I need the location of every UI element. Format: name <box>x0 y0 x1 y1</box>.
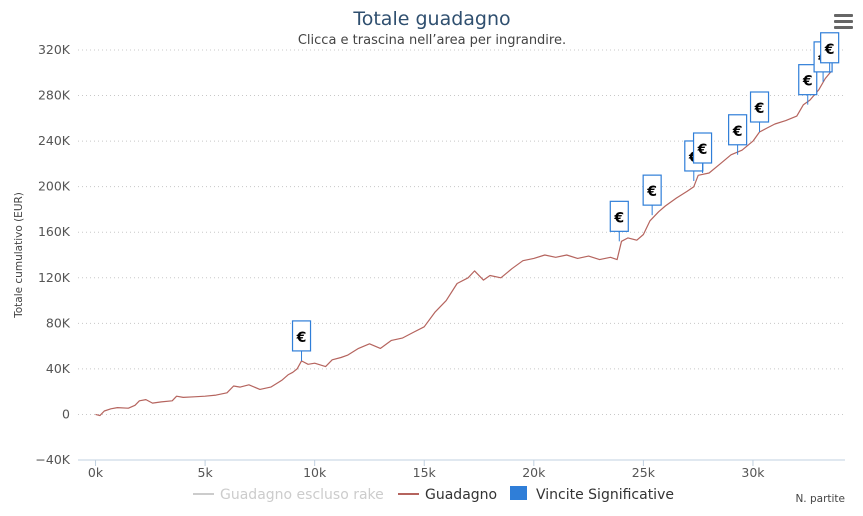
flag-euro-label: € <box>613 210 624 226</box>
flag-euro-label: € <box>646 184 657 200</box>
flag-marker: € <box>609 200 629 242</box>
flag-marker: € <box>798 64 818 105</box>
flag-box <box>291 320 312 352</box>
flag-euro-label: € <box>296 330 307 346</box>
legend-label-guadagno-escluso-rake: Guadagno escluso rake <box>220 487 384 503</box>
legend-item-guadagno-escluso-rake[interactable]: Guadagno escluso rake <box>193 487 384 503</box>
flag-marker: € <box>728 114 748 155</box>
y-tick-label: 160K <box>38 224 71 239</box>
x-tick-label: 10k <box>303 465 327 480</box>
flag-euro-label: € <box>754 101 765 117</box>
x-tick-label: 20k <box>522 465 546 480</box>
y-tick-label: 120K <box>38 270 71 285</box>
flag-box <box>820 32 840 64</box>
y-axis-label: Totale cumulativo (EUR) <box>13 192 25 319</box>
flag-box <box>798 64 818 96</box>
flag-euro-label: € <box>802 74 813 90</box>
legend: Guadagno escluso rake Guadagno Vincite S… <box>193 486 674 503</box>
x-tick-label: 5k <box>198 465 214 480</box>
x-tick-label: 15k <box>413 465 437 480</box>
flag-box <box>728 114 748 146</box>
hamburger-menu-icon[interactable] <box>830 8 856 34</box>
x-tick-label: 30k <box>741 465 765 480</box>
flag-marker: € <box>820 32 840 73</box>
y-tick-label: −40K <box>35 452 70 467</box>
flag-euro-label: € <box>824 42 835 58</box>
legend-item-vincite-significative[interactable]: Vincite Significative <box>510 486 674 503</box>
grid-lines <box>78 49 845 415</box>
series-layer <box>95 70 833 417</box>
x-tick-label: 25k <box>632 465 656 480</box>
flag-marker: € <box>642 174 662 216</box>
y-tick-label: 280K <box>38 88 71 103</box>
series-line-guadagno <box>95 70 833 417</box>
y-tick-label: 80K <box>46 315 71 330</box>
flag-box <box>749 91 770 123</box>
flag-marker: € <box>692 132 713 173</box>
legend-label-vincite-significative: Vincite Significative <box>536 487 674 503</box>
flag-box <box>692 132 713 164</box>
chart-subtitle: Clicca e trascina nell’area per ingrandi… <box>298 33 566 48</box>
x-axis-label: N. partite <box>795 493 845 505</box>
flag-marker: € <box>749 91 770 132</box>
flag-euro-label: € <box>732 124 743 140</box>
flag-box <box>642 174 662 206</box>
legend-item-guadagno[interactable]: Guadagno <box>398 487 497 503</box>
y-tick-label: 40K <box>46 361 71 376</box>
x-tick-label: 0k <box>88 465 104 480</box>
y-tick-label: 200K <box>38 179 71 194</box>
axes: −40K 0 40K 80K 120K 160K 200K 240K 280K 320K 0k 5k 1… <box>35 42 845 480</box>
y-tick-label: 0 <box>62 406 70 421</box>
y-tick-label: 320K <box>38 42 71 57</box>
chart-title: Totale guadagno <box>352 8 510 30</box>
y-tick-label: 240K <box>38 133 71 148</box>
flags-layer: €€€€€€€€€€ <box>291 32 840 361</box>
legend-square-blue <box>510 486 527 500</box>
flag-euro-label: € <box>697 142 708 158</box>
legend-label-guadagno: Guadagno <box>425 487 497 503</box>
flag-marker: € <box>291 320 312 361</box>
flag-box <box>609 200 629 232</box>
